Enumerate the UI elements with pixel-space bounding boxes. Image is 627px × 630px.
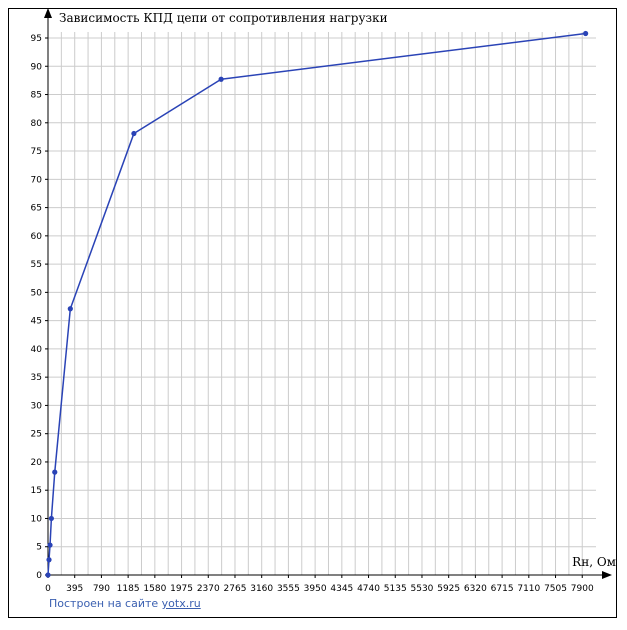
x-tick-label: 6320	[464, 584, 487, 594]
series-line	[47, 32, 586, 576]
y-tick-label: 75	[31, 147, 42, 157]
data-series	[45, 30, 589, 578]
data-point	[45, 572, 51, 578]
chart-title: Зависимость КПД цепи от сопротивления на…	[59, 11, 388, 25]
x-tick-label: 5135	[384, 584, 407, 594]
x-tick-label: 1185	[117, 584, 140, 594]
data-point	[67, 306, 73, 312]
data-point	[583, 30, 589, 37]
y-tick-label: 45	[31, 317, 42, 327]
x-tick-label: 1975	[170, 584, 193, 594]
data-point	[52, 469, 58, 475]
x-tick-label: 5530	[411, 584, 434, 594]
x-tick-label: 4740	[357, 584, 380, 594]
y-tick-label: 5	[36, 543, 42, 553]
y-tick-label: 20	[31, 458, 43, 468]
tick-labels: 0 5 10 15 20 25 30 35 40 45 50 55 60 65 70 75 80 85 90 95 0 3…	[31, 34, 594, 594]
y-tick-label: 25	[31, 430, 42, 440]
y-tick-label: 60	[31, 232, 43, 242]
grid	[48, 32, 596, 575]
data-point	[46, 557, 52, 563]
x-axis-arrow	[602, 571, 612, 579]
y-tick-label: 10	[31, 514, 43, 524]
x-tick-label: 790	[93, 584, 110, 594]
data-point	[48, 515, 54, 522]
data-point	[131, 130, 137, 137]
x-tick-label: 0	[45, 584, 51, 594]
axes	[44, 8, 612, 579]
x-tick-label: 3950	[304, 584, 327, 594]
x-tick-label: 2765	[224, 584, 247, 594]
x-tick-label: 395	[66, 584, 83, 594]
y-tick-label: 95	[31, 34, 42, 44]
y-tick-label: 15	[31, 486, 42, 496]
x-tick-label: 7505	[544, 584, 567, 594]
x-tick-label: 5925	[437, 584, 460, 594]
y-tick-label: 85	[31, 91, 42, 101]
data-point	[47, 542, 53, 548]
y-axis-arrow	[44, 8, 52, 18]
x-tick-label: 7900	[571, 584, 594, 594]
x-tick-label: 3160	[250, 584, 273, 594]
credit-link[interactable]: yotx.ru	[161, 597, 201, 610]
x-axis-label: Rн, Ом	[572, 555, 616, 569]
x-tick-label: 3555	[277, 584, 300, 594]
x-tick-label: 6715	[491, 584, 514, 594]
credit-prefix: Построен на сайте	[49, 597, 162, 610]
y-tick-label: 65	[31, 204, 42, 214]
y-tick-label: 40	[31, 345, 43, 355]
y-tick-label: 70	[31, 175, 43, 185]
data-point	[218, 76, 224, 82]
y-tick-label: 50	[31, 288, 43, 298]
x-tick-label: 2370	[197, 584, 220, 594]
y-tick-label: 80	[31, 119, 43, 129]
y-tick-label: 30	[31, 401, 43, 411]
y-tick-label: 0	[36, 571, 42, 581]
x-tick-label: 4345	[330, 584, 353, 594]
y-tick-label: 55	[31, 260, 42, 270]
y-tick-label: 35	[31, 373, 42, 383]
x-tick-label: 7110	[517, 584, 540, 594]
x-tick-label: 1580	[143, 584, 166, 594]
credit-line: Построен на сайте yotx.ru	[49, 597, 201, 610]
y-tick-label: 90	[31, 62, 43, 72]
